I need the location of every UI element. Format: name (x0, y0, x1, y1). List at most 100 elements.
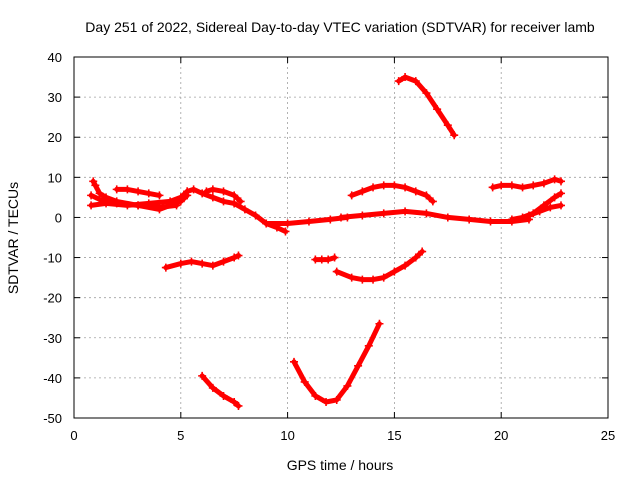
data-point (198, 371, 207, 380)
data-point (550, 193, 559, 202)
series-arc-17 (332, 247, 427, 284)
data-point (337, 213, 345, 222)
data-point (379, 209, 388, 218)
data-point (465, 215, 474, 224)
series-arc-14 (394, 73, 459, 140)
data-point (546, 203, 555, 212)
series-arc-15 (161, 251, 243, 272)
data-point (330, 253, 339, 262)
data-point (230, 253, 239, 262)
data-point (557, 201, 566, 210)
data-point (123, 185, 132, 194)
x-tick-label: 5 (177, 428, 184, 443)
series-arc-03 (89, 177, 192, 214)
series-arc-19 (290, 319, 384, 406)
data-point (497, 181, 506, 190)
data-point (529, 181, 538, 190)
data-point (518, 213, 527, 222)
series-line (526, 202, 564, 218)
data-point (89, 177, 98, 186)
data-point (557, 189, 566, 198)
chart-title: Day 251 of 2022, Sidereal Day-to-day VTE… (85, 19, 595, 35)
axis-ticks: 0 5 10 15 20 25 -50 -40 -30 -20 -10 0 10 20 30 40 (43, 50, 615, 443)
data-point (394, 77, 403, 86)
data-point (176, 197, 185, 206)
data-point (557, 177, 566, 186)
data-point (112, 185, 121, 194)
data-point (87, 191, 96, 200)
data-point (507, 215, 516, 224)
data-point (401, 261, 410, 270)
series-arc-13 (488, 175, 566, 192)
data-point (91, 181, 100, 190)
data-point (219, 187, 228, 196)
data-point (375, 319, 384, 328)
data-point (443, 213, 452, 222)
data-series (87, 73, 566, 410)
y-tick-label: 10 (48, 170, 62, 185)
data-point (486, 217, 495, 226)
data-point (230, 191, 239, 200)
data-point (240, 205, 249, 214)
data-point (208, 383, 217, 392)
data-point (364, 341, 373, 350)
data-point (161, 263, 170, 272)
x-tick-label: 0 (70, 428, 77, 443)
data-point (379, 273, 388, 282)
data-point (358, 275, 367, 284)
series-arc-16 (311, 253, 339, 264)
data-point (354, 361, 363, 370)
data-point (326, 215, 335, 224)
data-point (134, 187, 143, 196)
data-point (379, 181, 388, 190)
data-point (236, 197, 245, 206)
data-point (401, 207, 410, 216)
data-point (304, 217, 313, 226)
data-point (369, 275, 378, 284)
data-point (144, 189, 153, 198)
data-point (347, 273, 356, 282)
data-point (488, 183, 497, 192)
data-point (411, 77, 420, 86)
y-tick-label: -30 (43, 331, 62, 346)
data-point (189, 185, 198, 194)
data-point (234, 251, 243, 260)
data-point (208, 261, 217, 270)
data-point (219, 257, 228, 266)
data-point (433, 105, 442, 114)
data-point (187, 257, 196, 266)
data-point (422, 191, 431, 200)
y-tick-label: 20 (48, 130, 62, 145)
data-point (347, 191, 356, 200)
data-point (401, 73, 410, 82)
data-point (450, 131, 459, 140)
data-point (219, 197, 228, 206)
data-point (230, 397, 239, 406)
data-point (390, 267, 399, 276)
data-point (332, 267, 341, 276)
x-tick-label: 15 (387, 428, 401, 443)
data-point (300, 377, 309, 386)
x-tick-label: 25 (601, 428, 615, 443)
y-tick-label: 0 (55, 210, 62, 225)
data-point (290, 357, 299, 366)
data-point (401, 183, 410, 192)
data-point (208, 193, 217, 202)
series-arc-08 (262, 213, 352, 228)
data-point (176, 259, 185, 268)
data-point (183, 187, 192, 196)
data-point (102, 193, 111, 202)
series-arc-09 (337, 207, 533, 226)
data-point (311, 391, 320, 400)
data-point (281, 227, 290, 236)
y-axis-label: SDTVAR / TECUs (5, 182, 21, 294)
x-axis-label: GPS time / hours (287, 457, 394, 473)
series-arc-06 (202, 185, 245, 206)
x-tick-label: 20 (494, 428, 508, 443)
data-point (550, 175, 559, 184)
data-point (251, 211, 260, 220)
data-point (524, 211, 533, 220)
data-point (518, 183, 527, 192)
